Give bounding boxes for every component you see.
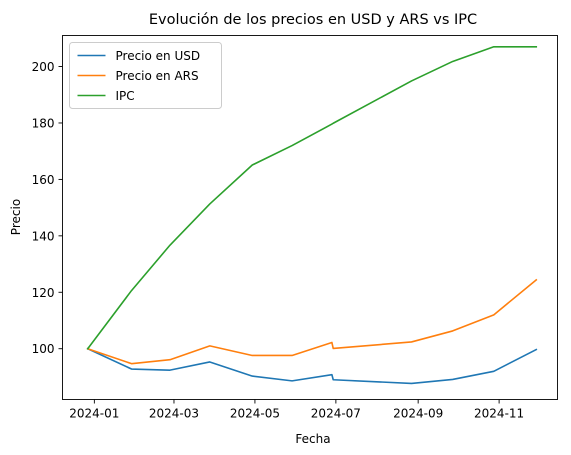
y-tick-label-5: 200 (32, 60, 55, 74)
legend-label-1: Precio en ARS (116, 69, 199, 83)
y-tick-label-1: 120 (32, 286, 55, 300)
y-tick-label-4: 180 (32, 116, 55, 130)
y-axis-title: Precio (9, 199, 23, 235)
chart-title: Evolución de los precios en USD y ARS vs… (149, 12, 477, 28)
x-tick-label-3: 2024-07 (311, 407, 361, 421)
x-axis-title: Fecha (295, 432, 330, 446)
legend: Precio en USD Precio en ARS IPC (70, 43, 222, 109)
x-tick-label-2: 2024-05 (230, 407, 280, 421)
legend-label-2: IPC (116, 89, 135, 103)
x-tick-label-5: 2024-11 (474, 407, 524, 421)
y-tick-label-2: 140 (32, 229, 55, 243)
x-tick-label-0: 2024-01 (69, 407, 119, 421)
y-tick-label-0: 100 (32, 342, 55, 356)
y-tick-label-3: 160 (32, 173, 55, 187)
legend-label-0: Precio en USD (116, 49, 201, 63)
x-tick-label-1: 2024-03 (149, 407, 199, 421)
x-tick-label-4: 2024-09 (393, 407, 443, 421)
